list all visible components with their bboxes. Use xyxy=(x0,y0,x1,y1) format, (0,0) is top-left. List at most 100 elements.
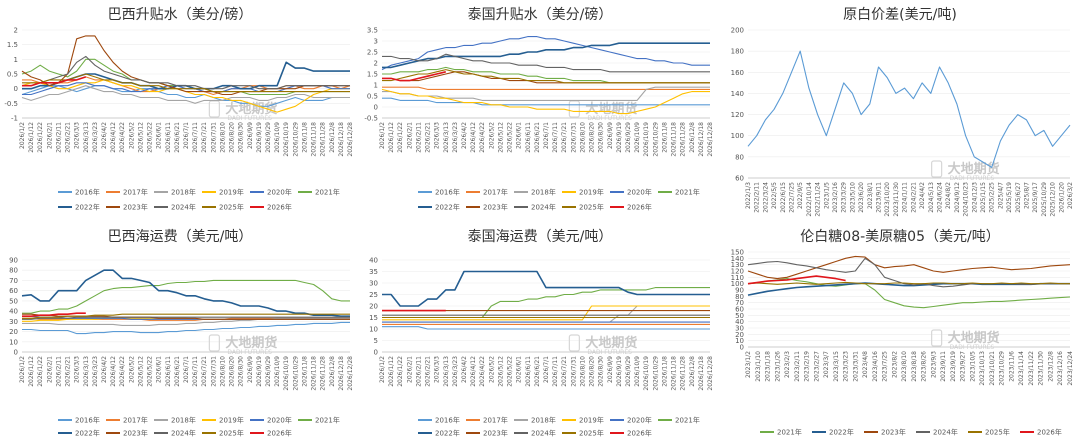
x-tick-label: 2026/1/22 xyxy=(397,122,404,153)
watermark-logo-icon xyxy=(568,334,580,352)
x-tick-label: 2026/10/29 xyxy=(652,122,659,157)
x-tick-label: 2024/1/11 xyxy=(902,182,909,213)
y-tick-label: 1 xyxy=(374,82,378,90)
x-tick-label: 2026/12/28 xyxy=(707,122,714,157)
x-tick-label: 2026/9/9 xyxy=(247,356,254,383)
legend-label: 2024年 xyxy=(531,203,556,212)
chart-title: 泰国海运费（美元/吨） xyxy=(467,229,613,245)
x-tick-label: 2026/7/11 xyxy=(192,122,199,153)
y-tick-label: 3.5 xyxy=(367,27,378,35)
x-tick-label: 2026/10/29 xyxy=(292,356,299,391)
x-tick-label: 2026/7/21 xyxy=(201,122,208,153)
x-tick-label: 2026/2/1 xyxy=(46,122,53,149)
series-line-2023年 xyxy=(747,255,1071,280)
x-tick-label: 2026/12/18 xyxy=(698,122,705,157)
legend-label: 2021年 xyxy=(777,428,802,437)
legend-label: 2020年 xyxy=(267,188,292,197)
x-tick-label: 2022/7/25 xyxy=(789,182,796,213)
x-tick-label: 2026/6/1 xyxy=(156,356,163,383)
x-tick-label: 2026/10/19 xyxy=(643,122,650,157)
x-tick-label: 2026/8/30 xyxy=(238,356,245,387)
legend-label: 2026年 xyxy=(627,203,652,212)
chart-panel-thai-freight: 泰国海运费（美元/吨） 0 5 10 15 20 25 30 35 40 2026/1/2 2026… xyxy=(360,222,720,445)
chart-title: 伦白糖08-美原糖05（美元/吨） xyxy=(800,229,1000,245)
x-tick-label: 2026/12/8 xyxy=(689,122,696,153)
x-tick-label: 2023/8/10 xyxy=(901,351,908,382)
x-tick-label: 2026/1/2 xyxy=(19,356,26,383)
x-tick-label: 2026/6/11 xyxy=(525,356,532,387)
x-tick-label: 2026/5/22 xyxy=(147,356,154,387)
x-tick-label: 2026/2/1 xyxy=(46,356,53,383)
x-tick-label: 2025/6/27 xyxy=(1015,182,1022,213)
x-tick-label: 2026/12/18 xyxy=(338,122,345,157)
series-line-2024年 xyxy=(22,316,350,320)
series-line-2021年 xyxy=(22,279,350,314)
x-tick-label: 2026/8/20 xyxy=(229,122,236,153)
series-line-2026年 xyxy=(22,76,87,87)
y-tick-label: 2 xyxy=(14,27,18,35)
x-tick-label: 2023/12/16 xyxy=(1057,351,1064,386)
x-tick-label: 2023/11/30 xyxy=(1038,351,1045,386)
y-tick-label: 1.5 xyxy=(7,41,18,49)
x-tick-label: 2026/1/20 xyxy=(1058,182,1065,213)
legend-label: 2022年 xyxy=(435,203,460,212)
legend-label: 2019年 xyxy=(219,416,244,425)
y-tick-label: 100 xyxy=(731,280,744,288)
y-tick-label: 40 xyxy=(735,318,744,326)
x-tick-label: 2026/9/29 xyxy=(625,122,632,153)
series-line-2019年 xyxy=(382,305,710,321)
chart-panel-raw-white-spread: 原白价差(美元/吨) 60 80 100 120 140 160 180 200 2022/1/… xyxy=(720,0,1080,222)
x-tick-label: 2026/10/19 xyxy=(643,356,650,391)
x-tick-label: 2026/7/21 xyxy=(201,356,208,387)
series-line-2016年 xyxy=(382,326,710,330)
x-tick-label: 2026/7/21 xyxy=(561,356,568,387)
legend-label: 2024年 xyxy=(171,203,196,212)
y-tick-label: 15 xyxy=(369,314,378,322)
x-tick-label: 2026/8/20 xyxy=(589,122,596,153)
y-tick-label: 70 xyxy=(9,277,18,285)
watermark-text: 大地期货 xyxy=(585,335,637,351)
x-tick-label: 2023/11/6 xyxy=(1008,351,1015,382)
legend-label: 2025年 xyxy=(579,203,604,212)
chart-panel-brazil-premium: 巴西升贴水（美分/磅） -1 -0.5 0 0.5 1 1.5 2 2026/1/2 2026/… xyxy=(0,0,360,222)
x-tick-label: 2022/6/15 xyxy=(780,182,787,213)
x-tick-label: 2026/4/2 xyxy=(461,122,468,149)
x-tick-label: 2026/3/23 xyxy=(452,122,459,153)
watermark-subtext: DADI FUTURES xyxy=(587,115,632,122)
x-tick-label: 2026/11/18 xyxy=(311,122,318,157)
x-tick-label: 2026/7/31 xyxy=(570,356,577,387)
y-tick-label: -0.5 xyxy=(4,100,18,108)
x-tick-label: 2026/4/2 xyxy=(101,122,108,149)
y-tick-label: 0.5 xyxy=(7,71,18,79)
x-tick-label: 2023/8/26 xyxy=(921,351,928,382)
x-tick-label: 2026/1/2 xyxy=(19,122,26,149)
series-line-2024年 xyxy=(22,55,350,90)
x-tick-label: 2023/2/16 xyxy=(832,182,839,213)
series-line-2023年 xyxy=(21,35,350,96)
x-tick-label: 2026/4/12 xyxy=(110,122,117,153)
x-tick-label: 2026/4/12 xyxy=(470,356,477,387)
x-tick-label: 2026/8/10 xyxy=(219,356,226,387)
y-tick-label: 5 xyxy=(374,337,378,345)
x-tick-label: 2026/10/29 xyxy=(292,122,299,157)
x-tick-label: 2026/2/11 xyxy=(415,356,422,387)
x-tick-label: 2026/8/10 xyxy=(579,122,586,153)
x-tick-label: 2026/6/11 xyxy=(525,122,532,153)
x-tick-label: 2026/12/18 xyxy=(338,356,345,391)
x-tick-label: 2026/2/11 xyxy=(55,122,62,153)
y-tick-label: 40 xyxy=(9,308,18,316)
x-tick-label: 2026/7/1 xyxy=(543,356,550,383)
x-tick-label: 2026/6/11 xyxy=(165,122,172,153)
x-tick-label: 2026/1/22 xyxy=(37,122,44,153)
x-tick-label: 2026/9/9 xyxy=(247,122,254,149)
legend-label: 2017年 xyxy=(483,416,508,425)
x-tick-label: 2026/12/28 xyxy=(347,122,354,157)
x-tick-label: 2026/6/11 xyxy=(165,356,172,387)
x-tick-label: 2026/7/11 xyxy=(552,356,559,387)
legend-label: 2024年 xyxy=(171,429,196,438)
chart-title: 巴西海运费（美元/吨） xyxy=(107,229,253,245)
